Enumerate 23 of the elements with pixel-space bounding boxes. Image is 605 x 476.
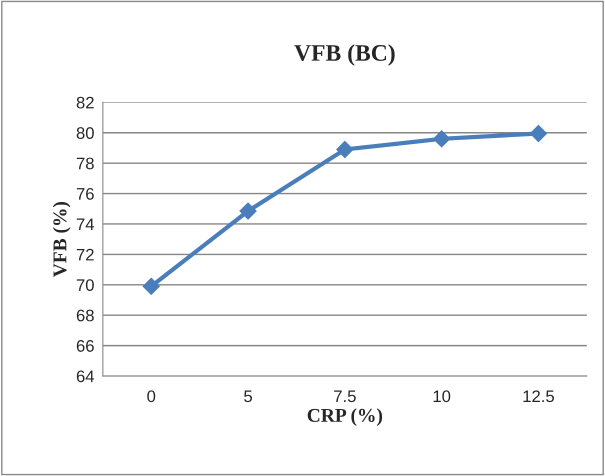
y-tick-label: 78	[76, 158, 94, 170]
point	[240, 202, 257, 220]
y-tick-label: 68	[76, 310, 94, 322]
y-tick-label: 74	[76, 218, 94, 230]
x-tick-label: 7.5	[334, 390, 356, 402]
point	[336, 140, 354, 158]
x-tick-label: 5	[244, 390, 252, 402]
x-tick-label: 10	[434, 390, 450, 402]
y-axis-title: VFB (%)	[52, 202, 70, 278]
point	[433, 130, 450, 148]
x-tick-label: 12.5	[524, 390, 554, 402]
y-tick-label: 82	[76, 96, 94, 109]
x-tick-label: 0	[147, 390, 156, 402]
y-tick-label: 72	[76, 248, 94, 260]
y-tick-label: 64	[76, 370, 94, 382]
x-axis-title: CRP (%)	[308, 408, 382, 426]
y-tick-label: 66	[76, 340, 94, 352]
point	[142, 278, 160, 295]
y-tick-label: 76	[76, 188, 94, 200]
y-tick-label: 80	[76, 127, 94, 139]
y-tick-label: 70	[76, 279, 94, 292]
point	[530, 124, 547, 142]
chart-title: VFB (BC)	[294, 44, 395, 66]
